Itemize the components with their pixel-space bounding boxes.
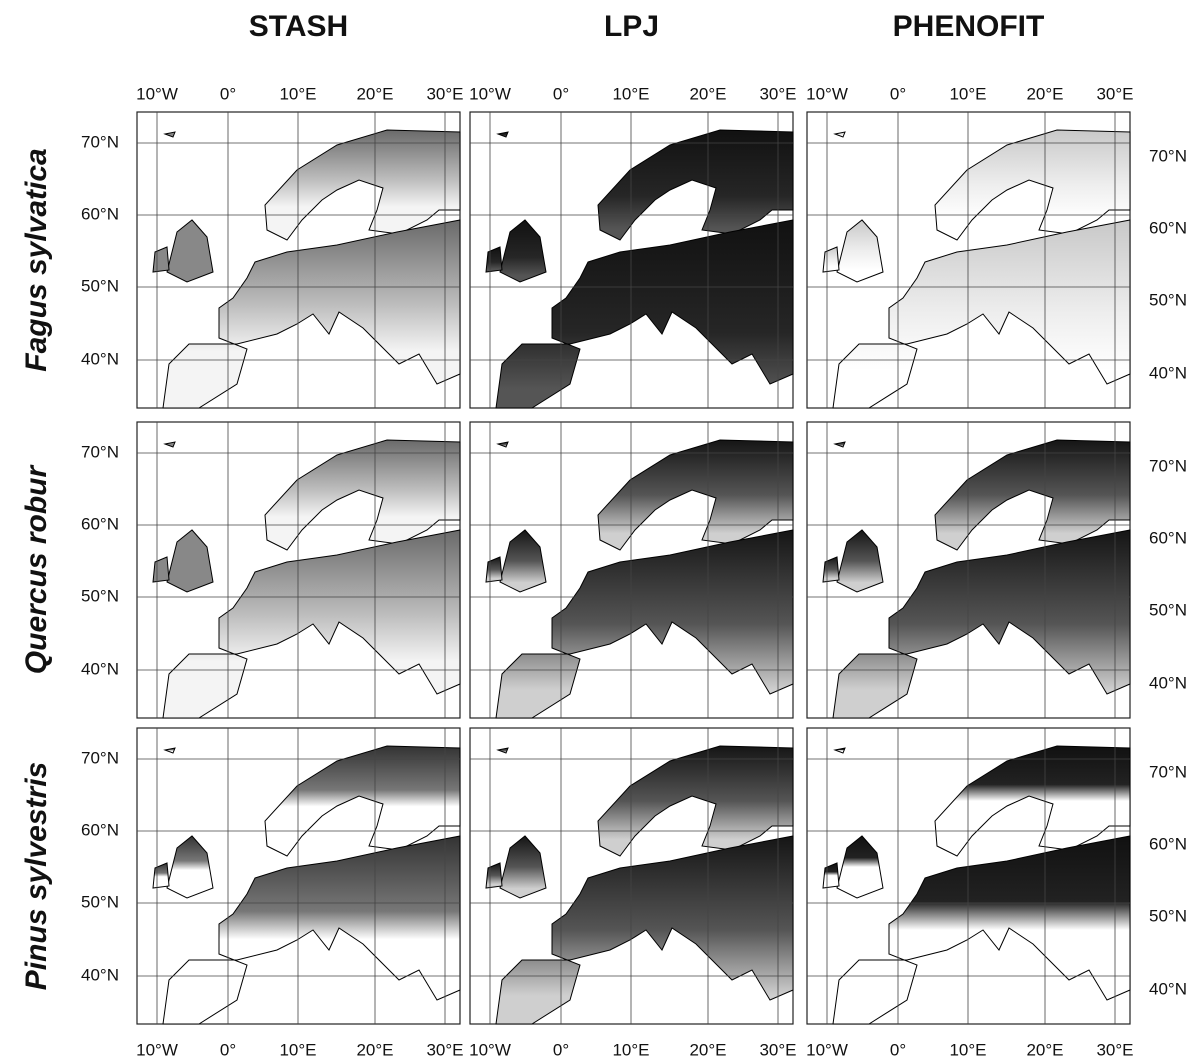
latitude-label: 50°N (1149, 600, 1187, 619)
map-panel (137, 728, 460, 1024)
latitude-label: 60°N (81, 204, 119, 223)
longitude-label: 20°E (356, 84, 393, 103)
latitude-label: 70°N (1149, 762, 1187, 781)
row-label: Quercus robur (20, 463, 53, 674)
latitude-label: 60°N (81, 514, 119, 533)
longitude-label: 10°E (279, 1040, 316, 1059)
column-title: PHENOFIT (893, 10, 1045, 43)
longitude-label: 10°E (949, 84, 986, 103)
longitude-label: 10°W (469, 1040, 511, 1059)
map-panel (137, 112, 460, 408)
longitude-label: 0° (890, 84, 906, 103)
latitude-label: 60°N (1149, 834, 1187, 853)
latitude-label: 40°N (81, 349, 119, 368)
map-panel (807, 728, 1130, 1024)
latitude-label: 60°N (81, 820, 119, 839)
longitude-label: 10°E (949, 1040, 986, 1059)
longitude-label: 10°E (279, 84, 316, 103)
longitude-label: 10°W (136, 84, 178, 103)
latitude-label: 50°N (1149, 290, 1187, 309)
latitude-label: 40°N (1149, 979, 1187, 998)
figure: STASH 10°W 10°W 0° 0° 10°E 10°E 20°E 20°E 30°E 30°… (0, 0, 1201, 1063)
longitude-label: 0° (220, 1040, 236, 1059)
latitude-label: 50°N (1149, 906, 1187, 925)
map-panel (807, 422, 1130, 718)
latitude-label: 40°N (81, 659, 119, 678)
longitude-label: 30°E (426, 84, 463, 103)
latitude-label: 40°N (1149, 363, 1187, 382)
longitude-label: 30°E (1096, 84, 1133, 103)
map-panel (137, 422, 460, 718)
longitude-label: 0° (553, 1040, 569, 1059)
map-panel (470, 728, 793, 1024)
longitude-label: 20°E (689, 1040, 726, 1059)
longitude-label: 0° (890, 1040, 906, 1059)
latitude-label: 70°N (81, 748, 119, 767)
latitude-label: 50°N (81, 586, 119, 605)
longitude-label: 0° (220, 84, 236, 103)
longitude-label: 30°E (759, 84, 796, 103)
longitude-label: 10°W (469, 84, 511, 103)
longitude-label: 20°E (1026, 1040, 1063, 1059)
column-title: STASH (249, 10, 348, 43)
latitude-label: 60°N (1149, 528, 1187, 547)
longitude-label: 20°E (1026, 84, 1063, 103)
map-panel (470, 112, 793, 408)
longitude-label: 0° (553, 84, 569, 103)
longitude-label: 20°E (356, 1040, 393, 1059)
map-panel (807, 112, 1130, 408)
latitude-label: 40°N (81, 965, 119, 984)
latitude-label: 50°N (81, 892, 119, 911)
longitude-label: 20°E (689, 84, 726, 103)
column-title: LPJ (604, 10, 659, 43)
latitude-label: 70°N (1149, 456, 1187, 475)
map-panel (470, 422, 793, 718)
longitude-label: 10°W (806, 1040, 848, 1059)
longitude-label: 30°E (759, 1040, 796, 1059)
latitude-label: 70°N (1149, 146, 1187, 165)
longitude-label: 10°E (612, 84, 649, 103)
latitude-label: 70°N (81, 442, 119, 461)
longitude-label: 30°E (426, 1040, 463, 1059)
longitude-label: 10°E (612, 1040, 649, 1059)
latitude-label: 50°N (81, 276, 119, 295)
latitude-label: 40°N (1149, 673, 1187, 692)
latitude-label: 70°N (81, 132, 119, 151)
longitude-label: 10°W (136, 1040, 178, 1059)
longitude-label: 10°W (806, 84, 848, 103)
longitude-label: 30°E (1096, 1040, 1133, 1059)
latitude-label: 60°N (1149, 218, 1187, 237)
row-label: Pinus sylvestris (20, 762, 53, 990)
row-label: Fagus sylvatica (20, 148, 53, 371)
